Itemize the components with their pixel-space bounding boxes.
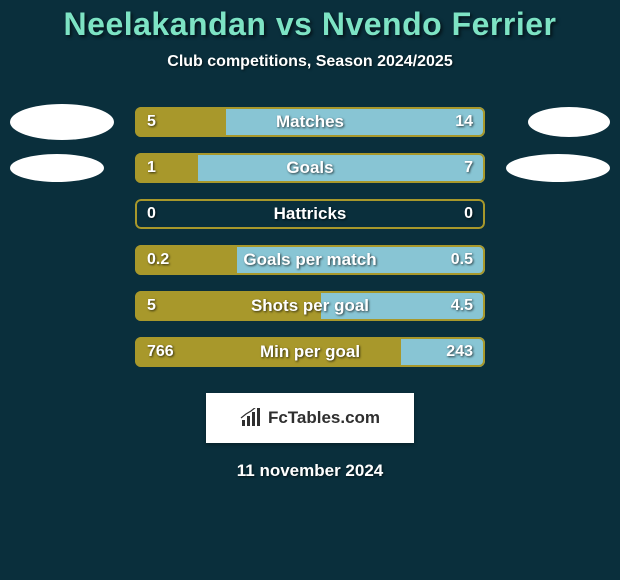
- stat-right-value: 243: [446, 343, 473, 361]
- stat-right-value: 7: [464, 159, 473, 177]
- source-badge: FcTables.com: [206, 393, 414, 443]
- bar-fill-left: [135, 337, 401, 367]
- stat-label: Hattricks: [135, 199, 485, 229]
- bar-fill-left: [135, 291, 321, 321]
- player-right-avatar: [528, 107, 610, 137]
- player-right-avatar: [506, 154, 610, 182]
- stat-left-value: 5: [147, 113, 156, 131]
- stat-row: 54.5Shots per goal: [0, 283, 620, 329]
- stat-bar: 0 0Hattricks: [135, 199, 485, 229]
- bar-fill-right: [237, 245, 486, 275]
- player-left-avatar: [10, 154, 104, 182]
- bar-border: [135, 199, 485, 229]
- stat-bar: 514Matches: [135, 107, 485, 137]
- stat-right-value: 0.5: [451, 251, 473, 269]
- stat-row: 766243Min per goal: [0, 329, 620, 375]
- stat-left-value: 766: [147, 343, 174, 361]
- stat-left-value: 0.2: [147, 251, 169, 269]
- stat-right-value: 14: [455, 113, 473, 131]
- page-title: Neelakandan vs Nvendo Ferrier: [0, 6, 620, 43]
- stat-bar: 766243Min per goal: [135, 337, 485, 367]
- stat-rows: 514Matches17Goals00Hattricks0.20.5Goals …: [0, 99, 620, 375]
- date-text: 11 november 2024: [0, 461, 620, 481]
- stat-left-value: 5: [147, 297, 156, 315]
- stat-row: 17Goals: [0, 145, 620, 191]
- stat-left-value: 1: [147, 159, 156, 177]
- badge-text: FcTables.com: [268, 408, 380, 428]
- bar-fill-right: [226, 107, 485, 137]
- bar-fill-left: [135, 153, 198, 183]
- stat-right-value: 0: [464, 205, 473, 223]
- subtitle: Club competitions, Season 2024/2025: [0, 53, 620, 71]
- stat-row: 0.20.5Goals per match: [0, 237, 620, 283]
- bar-fill-right: [198, 153, 485, 183]
- stat-left-value: 0: [147, 205, 156, 223]
- stat-bar: 54.5Shots per goal: [135, 291, 485, 321]
- chart-icon: [240, 408, 262, 428]
- comparison-infographic: Neelakandan vs Nvendo Ferrier Club compe…: [0, 0, 620, 580]
- stat-right-value: 4.5: [451, 297, 473, 315]
- stat-row: 0 0Hattricks: [0, 191, 620, 237]
- stat-bar: 17Goals: [135, 153, 485, 183]
- stat-bar: 0.20.5Goals per match: [135, 245, 485, 275]
- player-left-avatar: [10, 104, 114, 140]
- stat-row: 514Matches: [0, 99, 620, 145]
